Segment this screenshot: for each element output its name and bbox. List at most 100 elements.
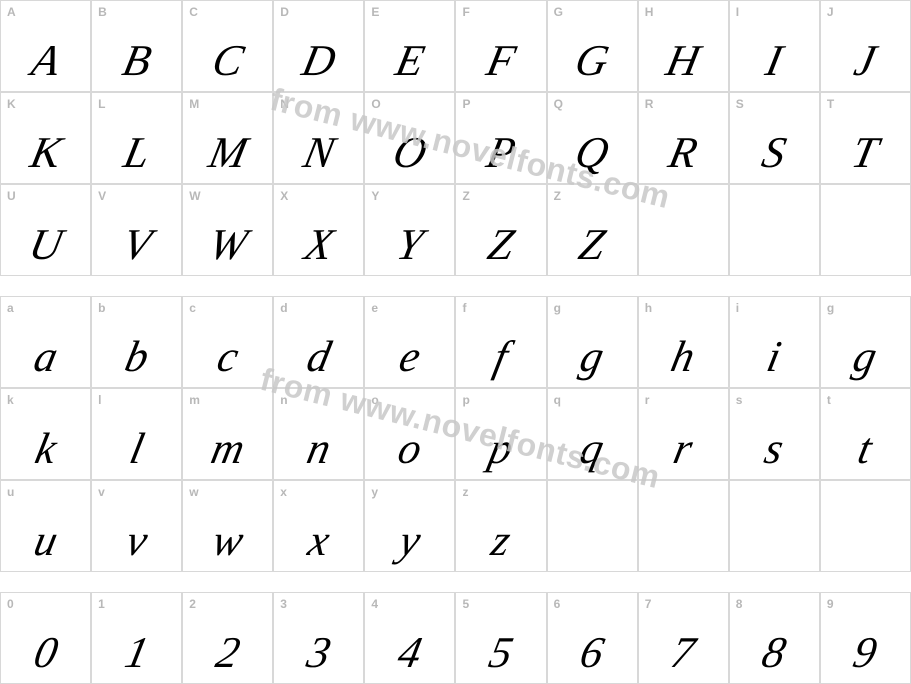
glyph-cell: SS (729, 92, 820, 184)
glyph-cell-label: a (7, 301, 14, 315)
glyph-character: b (121, 335, 152, 379)
glyph-cell-label: b (98, 301, 105, 315)
glyph-cell: cc (182, 296, 273, 388)
glyph-character: N (299, 131, 338, 175)
glyph-cell-label: T (827, 97, 834, 111)
glyph-character: f (490, 335, 512, 379)
glyph-cell: FF (455, 0, 546, 92)
glyph-cell: 55 (455, 592, 546, 684)
glyph-character: S (759, 131, 790, 175)
glyph-character: 1 (121, 631, 152, 675)
glyph-cell-label: D (280, 5, 289, 19)
glyph-cell-label: C (189, 5, 198, 19)
glyph-cell: 77 (638, 592, 729, 684)
glyph-cell: dd (273, 296, 364, 388)
glyph-character: P (483, 131, 519, 175)
glyph-character: T (849, 131, 883, 175)
glyph-cell: uu (0, 480, 91, 572)
glyph-cell: XX (273, 184, 364, 276)
glyph-cell: gg (820, 296, 911, 388)
glyph-grid-uppercase: AABBCCDDEEFFGGHHIIJJKKLLMMNNOOPPQQRRSSTT… (0, 0, 911, 276)
glyph-cell-label: g (554, 301, 561, 315)
glyph-cell: PP (455, 92, 546, 184)
glyph-character: D (298, 39, 339, 83)
glyph-character: o (394, 427, 425, 471)
glyph-cell-label: M (189, 97, 199, 111)
glyph-character: y (395, 519, 424, 563)
glyph-character: w (208, 519, 247, 563)
glyph-character: x (304, 519, 333, 563)
glyph-cell: KK (0, 92, 91, 184)
glyph-cell-label: 8 (736, 597, 743, 611)
glyph-character: h (668, 335, 699, 379)
glyph-grid-lowercase: aabbccddeeffgghhiiggkkllmmnnooppqqrrsstt… (0, 296, 911, 572)
glyph-cell: aa (0, 296, 91, 388)
glyph-cell: ww (182, 480, 273, 572)
font-character-map: AABBCCDDEEFFGGHHIIJJKKLLMMNNOOPPQQRRSSTT… (0, 0, 911, 684)
glyph-cell: hh (638, 296, 729, 388)
glyph-cell: 99 (820, 592, 911, 684)
glyph-cell: yy (364, 480, 455, 572)
glyph-character: E (392, 39, 428, 83)
glyph-character: q (576, 427, 607, 471)
glyph-character: I (762, 39, 786, 83)
glyph-character: Z (484, 223, 518, 267)
glyph-character: c (213, 335, 242, 379)
glyph-cell: DD (273, 0, 364, 92)
glyph-cell: tt (820, 388, 911, 480)
glyph-cell: vv (91, 480, 182, 572)
glyph-cell-label: h (645, 301, 652, 315)
glyph-cell-label: R (645, 97, 654, 111)
glyph-cell-label: 6 (554, 597, 561, 611)
glyph-character: u (30, 519, 61, 563)
glyph-cell-label: Z (462, 189, 469, 203)
glyph-cell-label: I (736, 5, 739, 19)
glyph-cell-label: y (371, 485, 378, 499)
glyph-grid-digits: 00112233445566778899 (0, 592, 911, 684)
glyph-character: G (572, 39, 613, 83)
glyph-cell: ff (455, 296, 546, 388)
glyph-character: F (483, 39, 519, 83)
glyph-cell-label: N (280, 97, 289, 111)
glyph-cell-label: L (98, 97, 105, 111)
glyph-cell-label: s (736, 393, 743, 407)
glyph-cell: rr (638, 388, 729, 480)
glyph-cell: ee (364, 296, 455, 388)
glyph-cell: UU (0, 184, 91, 276)
glyph-character: M (205, 131, 251, 175)
glyph-cell-label: k (7, 393, 14, 407)
glyph-cell: ss (729, 388, 820, 480)
glyph-cell-label: H (645, 5, 654, 19)
glyph-cell-label: u (7, 485, 14, 499)
glyph-character: X (301, 223, 337, 267)
glyph-character: L (120, 131, 154, 175)
glyph-cell: ZZ (455, 184, 546, 276)
glyph-cell: xx (273, 480, 364, 572)
glyph-character: 7 (668, 631, 699, 675)
glyph-character: 6 (576, 631, 607, 675)
glyph-cell-label: X (280, 189, 288, 203)
glyph-cell-label: O (371, 97, 380, 111)
glyph-cell: 66 (547, 592, 638, 684)
glyph-cell (547, 480, 638, 572)
glyph-cell: QQ (547, 92, 638, 184)
glyph-cell: YY (364, 184, 455, 276)
glyph-cell-label: x (280, 485, 287, 499)
glyph-character: K (26, 131, 65, 175)
glyph-cell-label: p (462, 393, 469, 407)
glyph-character: J (851, 39, 880, 83)
glyph-cell-label: 5 (462, 597, 469, 611)
glyph-cell: GG (547, 0, 638, 92)
glyph-cell (820, 184, 911, 276)
glyph-character: z (488, 519, 514, 563)
glyph-cell: 44 (364, 592, 455, 684)
glyph-cell (820, 480, 911, 572)
glyph-cell: EE (364, 0, 455, 92)
glyph-cell: BB (91, 0, 182, 92)
glyph-cell-label: F (462, 5, 469, 19)
section-spacer (0, 572, 911, 592)
glyph-character: g (850, 335, 881, 379)
glyph-cell: WW (182, 184, 273, 276)
glyph-character: Q (572, 131, 613, 175)
glyph-cell: NN (273, 92, 364, 184)
